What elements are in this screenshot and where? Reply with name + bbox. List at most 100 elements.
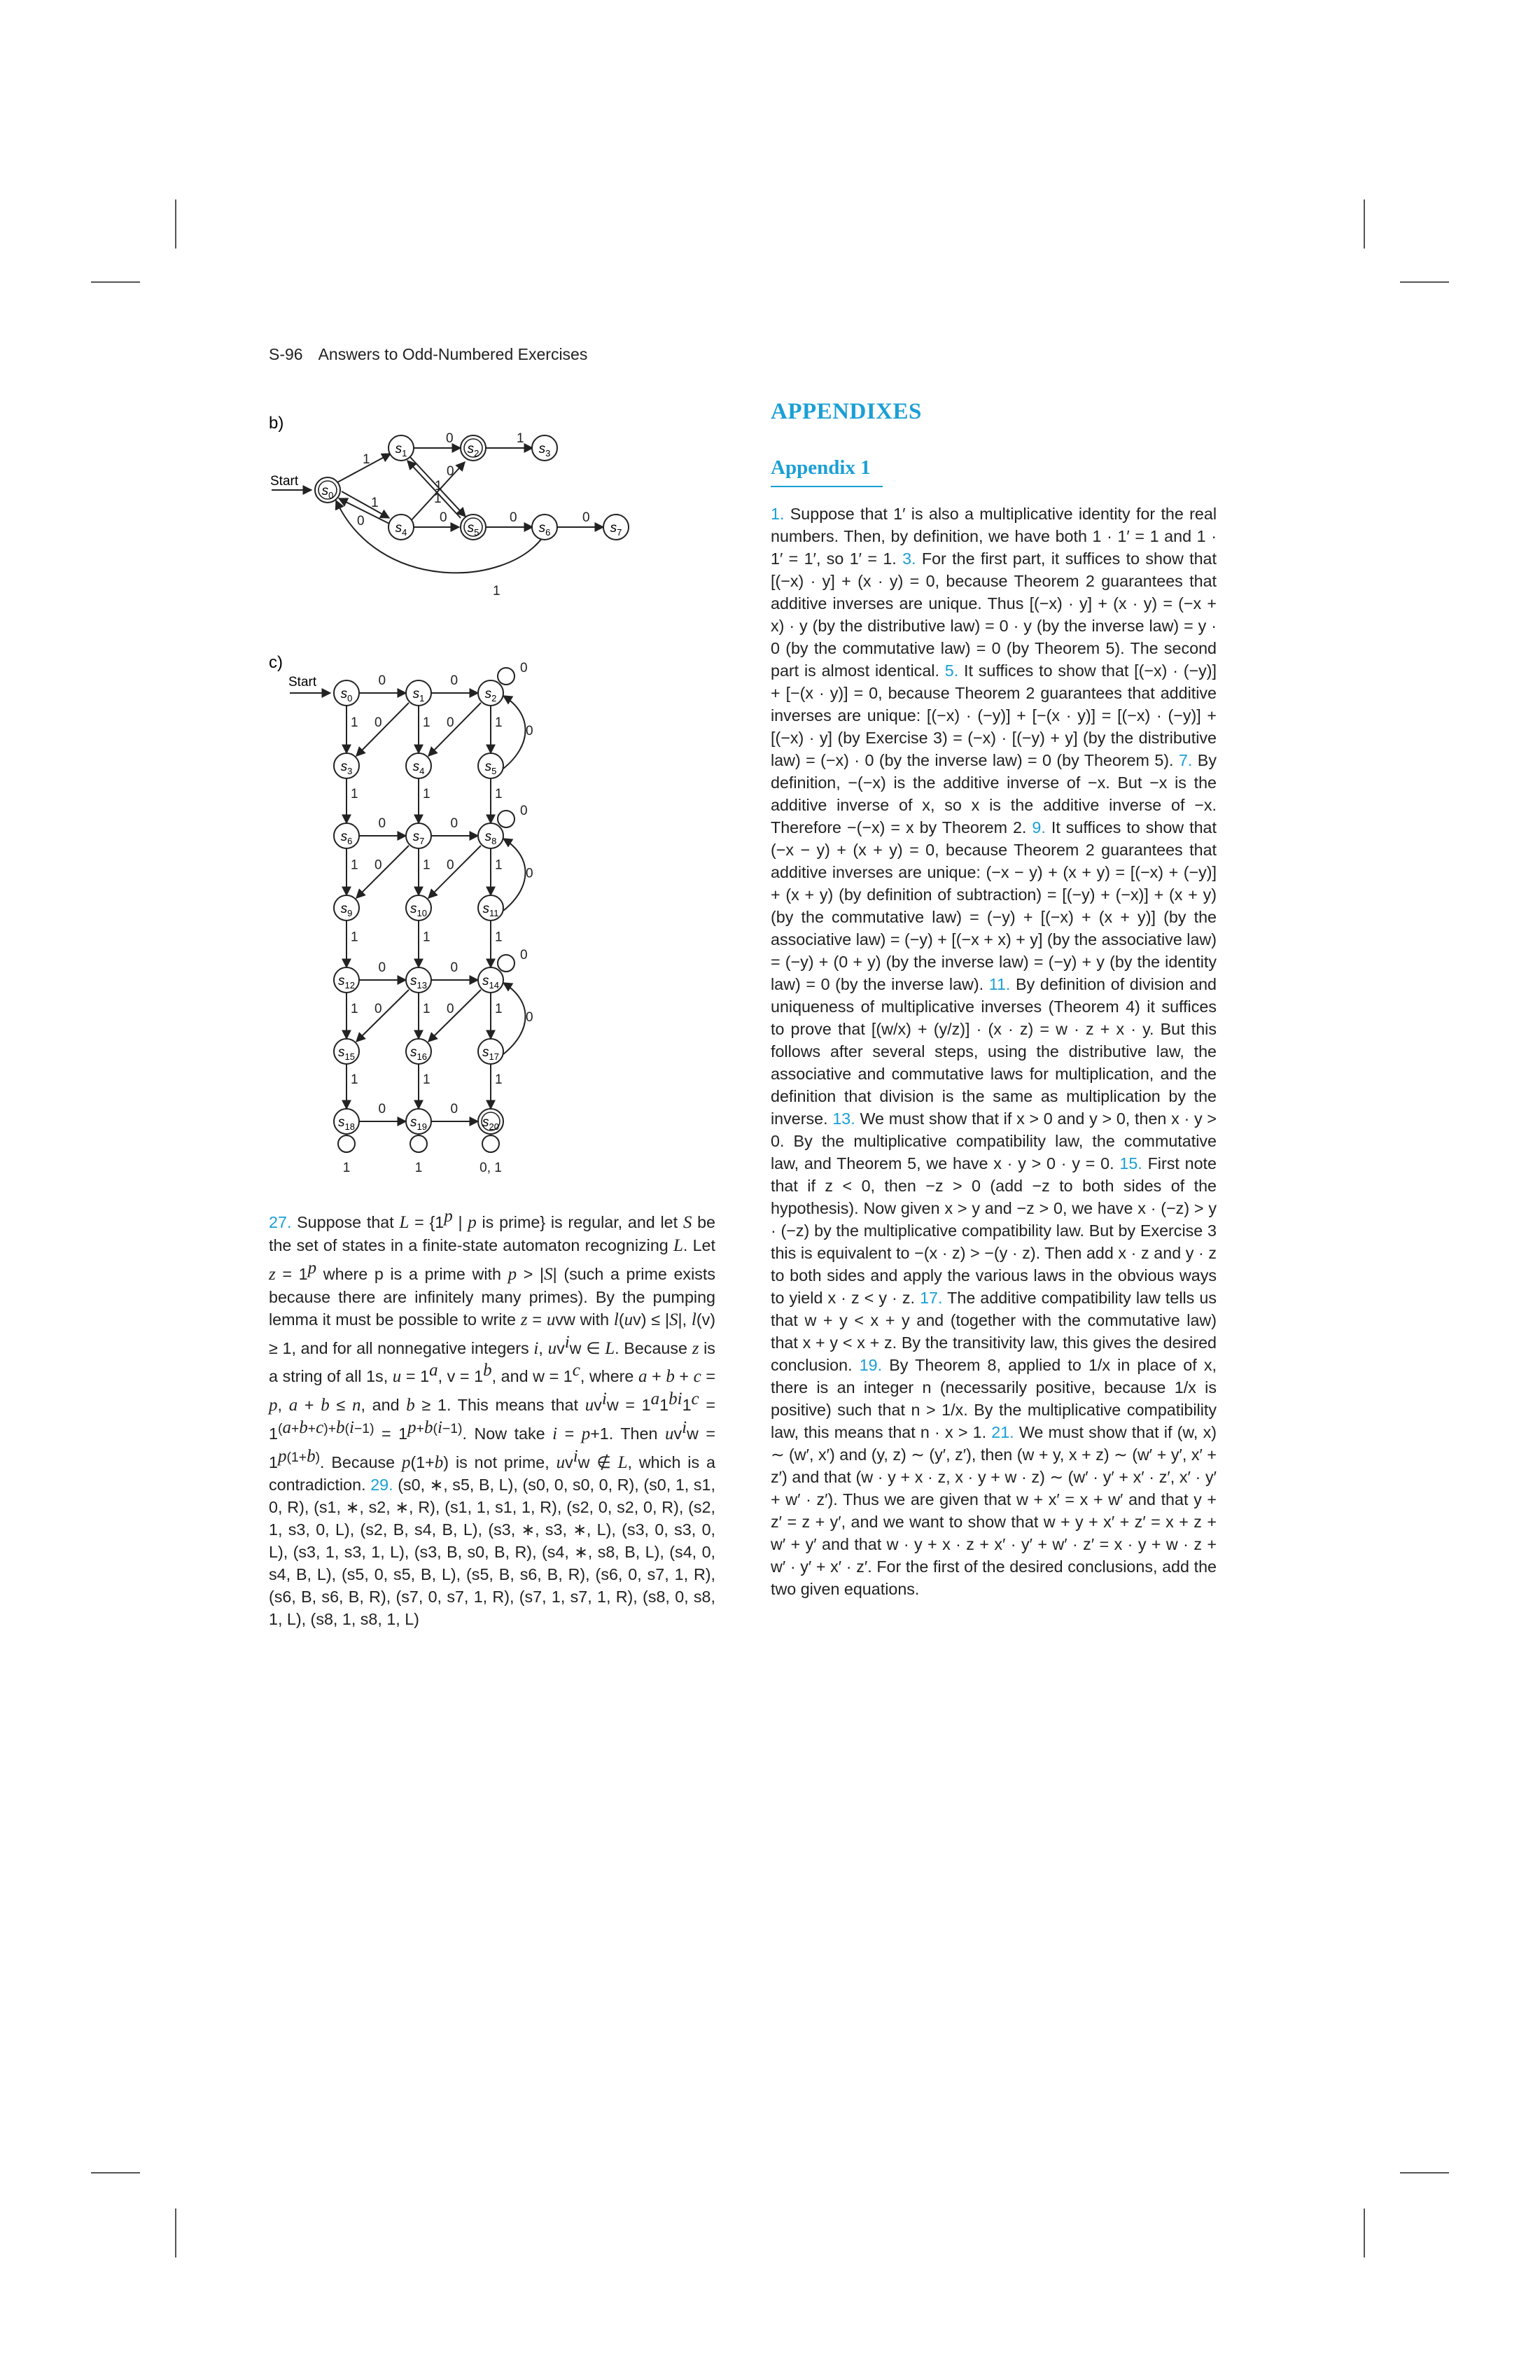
edge-label: 0	[374, 1002, 382, 1016]
edge-label: 1	[495, 1002, 503, 1016]
state-s1: s1	[405, 680, 432, 706]
edge-label: 1	[423, 858, 430, 873]
appendixes-heading: APPENDIXES	[771, 399, 922, 424]
edge-label: 0	[447, 1002, 454, 1016]
edge-label: 0	[447, 715, 454, 730]
self-loop	[497, 667, 515, 685]
self-loop	[482, 1135, 500, 1153]
edge-label: 1	[435, 479, 442, 493]
edge-label: 1	[351, 787, 358, 802]
appendix-answers: 1. Suppose that 1′ is also a multiplicat…	[771, 503, 1217, 1600]
edge-label: 0	[447, 858, 454, 873]
edge-label: 0	[357, 514, 365, 528]
edge-label: 0	[374, 715, 382, 730]
state-s7: s7	[405, 822, 432, 849]
state-s7: s7	[603, 514, 629, 540]
answer-9: It suffices to show that (−x − y) + (x +…	[771, 818, 1217, 993]
crop-mark	[175, 2208, 176, 2258]
crop-mark	[1400, 281, 1449, 283]
edge-label: 1	[351, 930, 358, 945]
state-s17: s17	[477, 1038, 504, 1065]
left-column: 27. Suppose that L = {1p | p is prime} i…	[269, 1205, 715, 1630]
edge	[356, 989, 410, 1042]
crop-mark	[1400, 2172, 1449, 2174]
answer-number: 13.	[832, 1110, 855, 1128]
answer-number: 27.	[269, 1212, 292, 1231]
edge	[428, 845, 482, 899]
answer-21: We must show that if (w, x) ∼ (w′, x′) a…	[771, 1423, 1217, 1598]
edge-label: 0	[374, 858, 382, 873]
answer-3: For the first part, it suffices to show …	[771, 550, 1217, 680]
edge-label: 0	[379, 816, 386, 831]
edge	[502, 982, 526, 1055]
answer-15: First note that if z < 0, then −z > 0 (a…	[771, 1154, 1217, 1307]
answer-number: 5.	[944, 662, 959, 680]
answer-19: By Theorem 8, applied to 1/x in place of…	[771, 1356, 1217, 1441]
edge-label: 0	[526, 724, 533, 738]
answer-number: 3.	[902, 550, 916, 568]
edge-label: 0	[446, 431, 454, 446]
figure-b-label: b)	[269, 414, 284, 433]
edge-label: 0	[520, 948, 528, 962]
state-s5: s5	[460, 514, 486, 540]
state-s2: s2	[477, 680, 504, 706]
edge-label: 1	[493, 584, 500, 598]
crop-mark	[91, 281, 140, 283]
edge	[428, 702, 482, 757]
answer-29-text: (s0, ∗, s5, B, L), (s0, 0, s0, 0, R), (s…	[269, 1476, 715, 1629]
crop-mark	[91, 2172, 140, 2174]
edge-label: 1	[495, 930, 503, 945]
state-s10: s10	[405, 895, 432, 921]
self-loop	[337, 1135, 356, 1153]
edge-label: 0	[520, 804, 528, 818]
state-s3: s3	[531, 435, 558, 461]
edge-label: 0	[447, 464, 454, 479]
edge-label: 0	[451, 960, 458, 975]
answer-13: We must show that if x > 0 and y > 0, th…	[771, 1110, 1217, 1172]
answer-number: 11.	[988, 975, 1011, 993]
edge-label: 0	[520, 661, 528, 676]
edge-label: 1	[363, 452, 370, 467]
figure-c-automaton: c) Start 0 0 1 1 1 0 0 1 1 1 0 0 1 1 1 0 0 1 1 1 0 0 1 1 1 0 0 1 1 1 0…	[269, 653, 533, 1175]
state-s4: s4	[388, 514, 414, 540]
page-number: S-96	[269, 345, 303, 363]
answer-5: It suffices to show that [(−x) · (−y)] +…	[771, 662, 1217, 769]
loop-label: 1	[343, 1161, 351, 1175]
answer-number: 1.	[771, 505, 785, 523]
edge-label: 1	[495, 1072, 503, 1087]
edge-label: 1	[423, 787, 430, 802]
edge	[356, 702, 410, 757]
running-header: S-96 Answers to Odd-Numbered Exercises	[269, 345, 587, 364]
loop-label: 0, 1	[479, 1161, 502, 1175]
answer-number: 7.	[1178, 751, 1193, 769]
heading-underline	[771, 486, 883, 487]
crop-mark	[1364, 200, 1365, 248]
state-s16: s16	[405, 1038, 432, 1065]
state-s4: s4	[405, 752, 432, 779]
edge-label: 1	[495, 858, 503, 873]
state-s9: s9	[333, 895, 360, 921]
figure-c-label: c)	[269, 653, 283, 672]
state-s15: s15	[333, 1038, 360, 1065]
answer-11: By definition of division and uniqueness…	[771, 975, 1217, 1128]
edge-label: 1	[423, 715, 430, 730]
answer-number: 19.	[859, 1356, 883, 1374]
edge-label: 1	[423, 1002, 430, 1016]
state-s13: s13	[405, 967, 432, 993]
state-s18: s18	[333, 1108, 360, 1135]
edge-label: 1	[371, 496, 379, 510]
edge	[502, 695, 526, 769]
loop-label: 1	[415, 1161, 423, 1175]
edge-label: 1	[495, 715, 503, 730]
state-s19: s19	[405, 1108, 432, 1135]
state-s6: s6	[531, 514, 558, 540]
self-loop	[497, 810, 515, 828]
state-s11: s11	[477, 895, 504, 921]
edge-label: 0	[526, 1010, 533, 1025]
running-title: Answers to Odd-Numbered Exercises	[318, 345, 588, 363]
edge	[341, 491, 391, 519]
edge-label: 0	[451, 816, 458, 831]
start-label: Start	[270, 474, 299, 489]
edge-label: 1	[423, 930, 430, 945]
answer-number: 21.	[991, 1423, 1014, 1441]
